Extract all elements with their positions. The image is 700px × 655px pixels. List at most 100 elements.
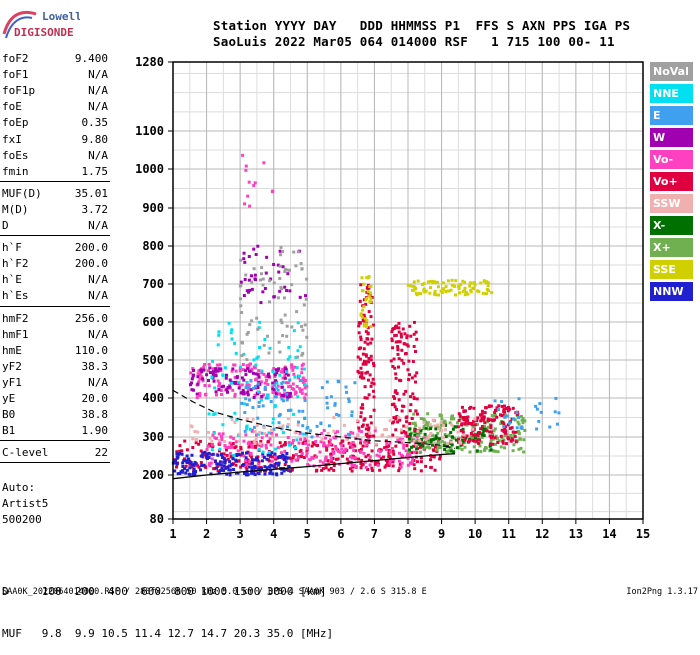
echo-point: [473, 417, 477, 421]
echo-point: [388, 419, 392, 423]
echo-point: [443, 423, 447, 427]
echo-point: [243, 402, 247, 406]
echo-point: [426, 445, 430, 449]
echo-point: [283, 440, 287, 444]
echo-point: [249, 451, 253, 455]
echo-point: [454, 425, 458, 429]
echo-point: [331, 449, 335, 453]
distance-row: D 100 200 400 600 800 1000 1500 3000 [km…: [2, 585, 327, 598]
echo-point: [364, 330, 368, 334]
echo-point: [259, 440, 263, 444]
echo-point: [371, 362, 375, 366]
echo-point: [463, 280, 467, 284]
echo-point: [429, 425, 433, 429]
echo-point: [516, 430, 520, 434]
echo-point: [462, 409, 466, 413]
echo-point: [303, 417, 307, 421]
echo-point: [327, 424, 331, 428]
echo-point: [351, 441, 355, 445]
echo-point: [414, 380, 418, 384]
echo-point: [243, 277, 247, 281]
param-name: h`Es: [2, 289, 29, 303]
echo-point: [290, 365, 294, 369]
echo-point: [230, 445, 234, 449]
echo-point: [397, 321, 401, 325]
echo-point: [437, 445, 441, 449]
echo-point: [281, 399, 285, 403]
echo-point: [517, 397, 521, 401]
echo-point: [369, 315, 373, 319]
echo-point: [411, 457, 415, 461]
echo-point: [281, 454, 285, 458]
echo-point: [343, 449, 347, 453]
echo-point: [301, 351, 305, 355]
echo-point: [480, 435, 484, 439]
echo-point: [392, 395, 396, 399]
echo-point: [243, 202, 247, 206]
param-row: D N/A: [2, 217, 108, 234]
echo-point: [506, 405, 510, 409]
echo-point: [271, 455, 275, 459]
legend-item-vo: Vo-: [650, 150, 693, 169]
echo-point: [201, 379, 205, 383]
echo-point: [487, 289, 491, 293]
echo-point: [456, 421, 460, 425]
echo-point: [461, 416, 465, 420]
echo-point: [452, 425, 456, 429]
echo-point: [342, 423, 346, 427]
echo-point: [506, 409, 510, 413]
echo-point: [193, 472, 197, 476]
echo-point: [329, 455, 333, 459]
echo-point: [504, 431, 508, 435]
echo-point: [272, 367, 276, 371]
echo-point: [415, 293, 419, 297]
echo-point: [483, 421, 487, 425]
echo-point: [353, 381, 357, 385]
echo-point: [397, 469, 401, 473]
echo-point: [352, 449, 356, 453]
echo-point: [229, 435, 233, 439]
echo-point: [306, 462, 310, 466]
echo-point: [256, 244, 260, 248]
echo-point: [207, 453, 211, 457]
echo-point: [325, 396, 329, 400]
echo-point: [467, 439, 471, 443]
param-value: N/A: [88, 84, 108, 98]
echo-point: [407, 378, 411, 382]
echo-point: [176, 472, 180, 476]
echo-point: [286, 357, 290, 361]
echo-point: [245, 383, 249, 387]
echo-point: [429, 465, 433, 469]
param-name: hmF1: [2, 327, 29, 341]
param-value: 38.3: [81, 359, 109, 373]
echo-point: [411, 360, 415, 364]
echo-point: [206, 455, 210, 459]
echo-point: [502, 409, 506, 413]
echo-point: [367, 440, 371, 444]
param-row: hmF1 N/A: [2, 326, 108, 343]
echo-point: [326, 444, 330, 448]
param-row: MUF(D) 35.01: [2, 185, 108, 202]
echo-point: [245, 467, 249, 471]
echo-point: [219, 367, 223, 371]
echo-point: [182, 457, 186, 461]
echo-point: [262, 343, 266, 347]
echo-point: [196, 372, 200, 376]
echo-point: [514, 430, 518, 434]
echo-point: [250, 445, 254, 449]
echo-point: [222, 464, 226, 468]
echo-point: [256, 327, 260, 331]
echo-point: [184, 464, 188, 468]
echo-point: [388, 459, 392, 463]
echo-point: [256, 373, 260, 377]
echo-point: [232, 437, 236, 441]
echo-point: [462, 289, 466, 293]
echo-point: [270, 459, 274, 463]
echo-point: [368, 431, 372, 435]
echo-point: [328, 442, 332, 446]
echo-point: [212, 467, 216, 471]
echo-point: [350, 410, 354, 414]
echo-point: [246, 442, 250, 446]
echo-point: [241, 388, 245, 392]
echo-point: [470, 423, 474, 427]
